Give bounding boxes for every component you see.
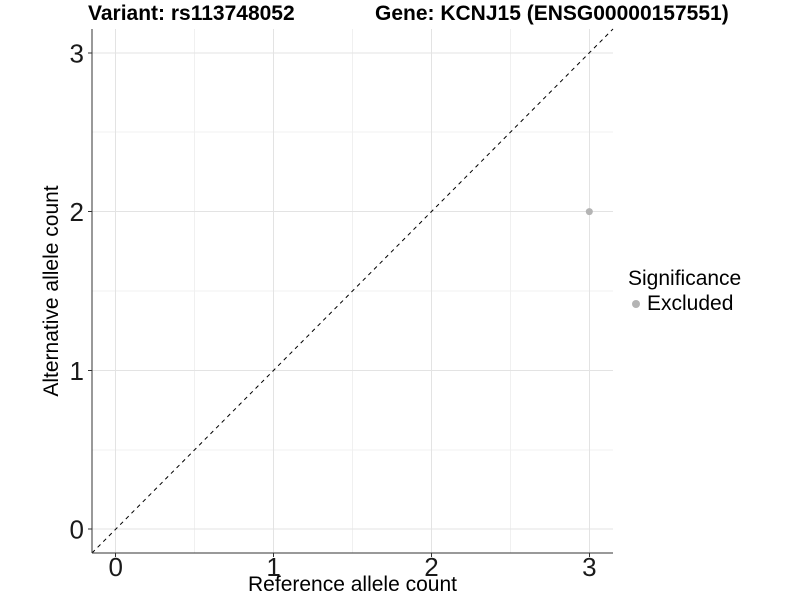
y-axis-title: Alternative allele count [40,185,63,397]
y-tick-label-2: 2 [70,197,84,227]
data-point-0 [585,208,593,216]
x-axis-title: Reference allele count [248,573,457,596]
legend: Significance Excluded [628,266,741,316]
x-tick-label-2: 2 [424,552,438,582]
y-tick-label-0: 0 [70,515,84,545]
identity-reference-line [91,28,614,554]
x-tick-label-3: 3 [582,552,596,582]
x-tick-label-1: 1 [266,552,280,582]
y-tick-label-1: 1 [70,356,84,386]
legend-title: Significance [628,267,742,290]
variant-title: Variant: rs113748052 [88,2,295,25]
excluded-marker-icon [632,299,640,308]
legend-item-excluded: Excluded [628,291,741,316]
y-tick-label-3: 3 [70,38,84,68]
gene-title: Gene: KCNJ15 (ENSG00000157551) [375,2,729,25]
x-tick-label-0: 0 [108,552,122,582]
legend-item-label: Excluded [647,292,734,315]
